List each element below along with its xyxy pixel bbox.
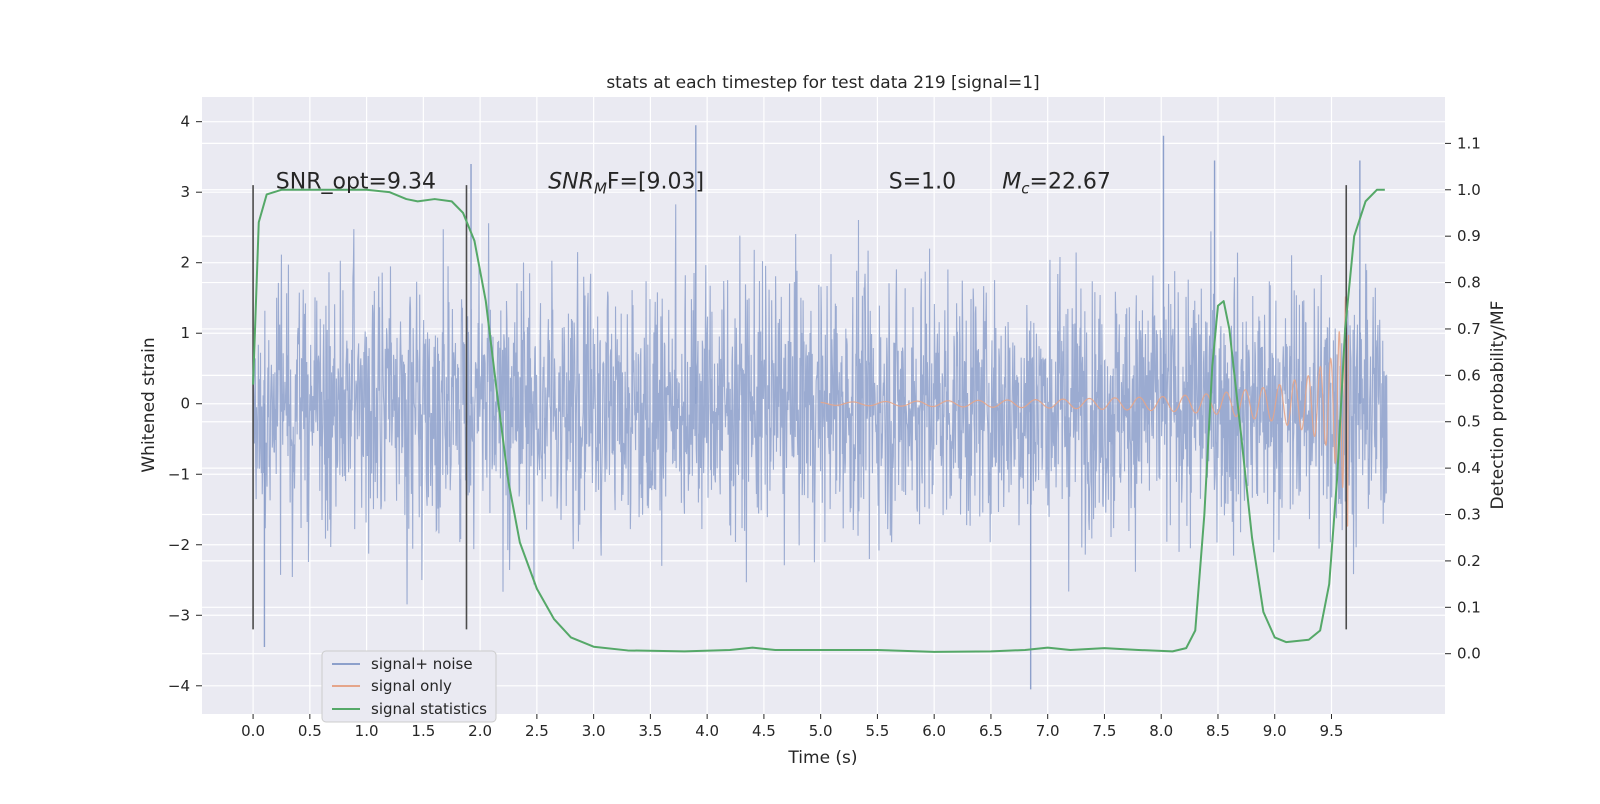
y-tick-labels: −4 −3 −2 −1 0 1 2 3 4 [168, 113, 202, 695]
series-signal-only-line [820, 296, 1350, 527]
y2-tick-label-9: 0.9 [1457, 227, 1481, 245]
legend-label-signal-only: signal only [371, 677, 452, 695]
x-tick-label-9: 4.5 [752, 722, 776, 740]
y2-tick-label-8: 0.8 [1457, 274, 1481, 292]
chirp-series-layer [820, 296, 1350, 527]
y-axis-label: Whitened strain [139, 337, 159, 472]
annotation-s: S=1.0 [889, 170, 956, 195]
y-tick-label-3: −1 [168, 465, 190, 483]
x-tick-labels: 0.0 0.5 1.0 1.5 2.0 2.5 3.0 3.5 4.0 4.5 5.0 5.5 6.0 6… [241, 714, 1343, 740]
series-signal-statistics-line [252, 188, 1385, 653]
series-signal-noise-line [252, 204, 1388, 605]
annotation-mc-prefix: M [1002, 170, 1021, 195]
y2-tick-label-1: 0.1 [1457, 598, 1481, 616]
legend-label-signal-statistics: signal statistics [371, 700, 487, 718]
y2-tick-label-6: 0.6 [1457, 366, 1481, 384]
y2-tick-label-2: 0.2 [1457, 552, 1481, 570]
x-tick-label-8: 4.0 [695, 722, 719, 740]
statistics-series-layer [252, 188, 1385, 653]
annotation-mc: Mc=22.67 [1002, 170, 1111, 198]
annotation-mc-suffix: =22.67 [1030, 170, 1111, 195]
x-tick-label-0: 0.0 [241, 722, 265, 740]
x-tick-label-15: 7.5 [1093, 722, 1117, 740]
annotation-snr-opt: SNR_opt=9.34 [276, 170, 436, 195]
noise-series-layer [252, 125, 1388, 690]
y-tick-label-2: −2 [168, 536, 190, 554]
y-tick-label-8: 4 [180, 113, 190, 131]
y2-tick-label-3: 0.3 [1457, 506, 1481, 524]
chart-title: stats at each timestep for test data 219… [606, 73, 1039, 93]
x-tick-label-19: 9.5 [1320, 722, 1344, 740]
x-tick-label-18: 9.0 [1263, 722, 1287, 740]
vertical-marker-layer [252, 185, 1348, 630]
annotation-snr-mf: SNRMF=[9.03] [548, 170, 704, 198]
x-tick-label-1: 0.5 [298, 722, 322, 740]
x-tick-label-6: 3.0 [582, 722, 606, 740]
y2-tick-label-0: 0.0 [1457, 645, 1481, 663]
x-axis-label: Time (s) [787, 748, 857, 768]
y-tick-label-4: 0 [180, 395, 190, 413]
x-tick-label-13: 6.5 [979, 722, 1003, 740]
annotation-snr-mf-prefix: SNR [548, 170, 594, 195]
y2-tick-label-4: 0.4 [1457, 459, 1481, 477]
y-tick-label-7: 3 [180, 183, 190, 201]
y-tick-label-6: 2 [180, 254, 190, 272]
x-tick-label-11: 5.5 [865, 722, 889, 740]
x-tick-label-12: 6.0 [922, 722, 946, 740]
annotation-snr-mf-suffix: F=[9.03] [607, 170, 704, 195]
x-tick-label-14: 7.0 [1036, 722, 1060, 740]
legend-box [321, 650, 497, 723]
annotation-mc-sub: c [1021, 180, 1030, 198]
x-tick-label-5: 2.5 [525, 722, 549, 740]
x-tick-label-7: 3.5 [638, 722, 662, 740]
legend-label-signal-noise: signal+ noise [371, 655, 473, 673]
x-tick-label-4: 2.0 [468, 722, 492, 740]
annotation-layer: SNR_opt=9.34 SNRMF=[9.03] S=1.0 Mc=22.67 [276, 170, 1111, 198]
x-tick-label-17: 8.5 [1206, 722, 1230, 740]
x-tick-label-2: 1.0 [355, 722, 379, 740]
y2-tick-label-10: 1.0 [1457, 181, 1481, 199]
y-tick-label-1: −3 [168, 606, 190, 624]
annotation-snr-mf-sub: M [594, 180, 607, 198]
legend: signal+ noise signal only signal statist… [321, 650, 497, 723]
y2-tick-label-11: 1.1 [1457, 134, 1481, 152]
x-tick-label-3: 1.5 [411, 722, 435, 740]
x-tick-label-10: 5.0 [809, 722, 833, 740]
y-tick-label-0: −4 [168, 677, 190, 695]
y2-tick-label-5: 0.5 [1457, 413, 1481, 431]
x-tick-label-16: 8.0 [1149, 722, 1173, 740]
y-tick-label-5: 1 [180, 324, 190, 342]
y2-tick-label-7: 0.7 [1457, 320, 1481, 338]
y2-tick-labels: 0.0 0.1 0.2 0.3 0.4 0.5 0.6 0.7 0.8 0.9 1.0 1.1 [1445, 134, 1481, 663]
y2-axis-label: Detection probability/MF [1488, 301, 1508, 510]
